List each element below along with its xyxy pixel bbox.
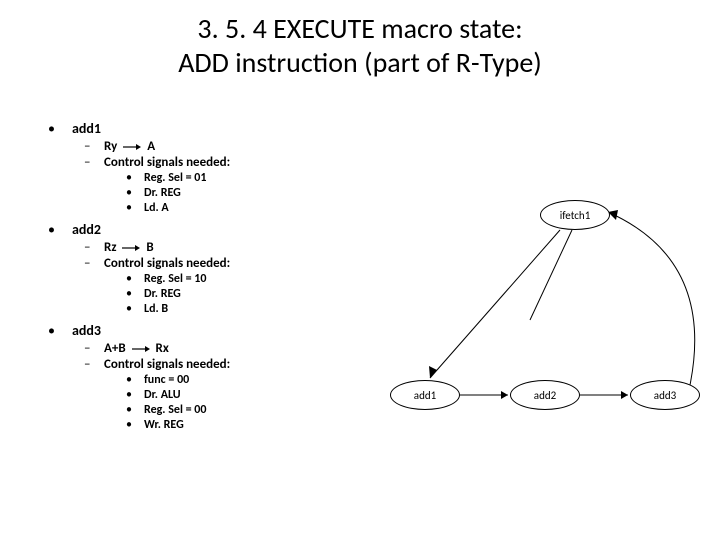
- node-add2: add2: [510, 380, 580, 410]
- add2-sig-1: •Dr. REG: [126, 287, 230, 301]
- dash-icon: –: [84, 341, 104, 356]
- dash-icon: –: [84, 357, 104, 372]
- add3-ctrl-label: Control signals needed:: [104, 357, 230, 372]
- add3-sig-0: •func = 00: [126, 373, 230, 387]
- add2-sig-0: •Reg. Sel = 10: [126, 272, 230, 286]
- add2-op-right: B: [146, 240, 153, 255]
- dot-icon: •: [126, 373, 144, 387]
- add3-sig-3: •Wr. REG: [126, 418, 230, 432]
- dot-icon: •: [126, 287, 144, 301]
- dot-icon: •: [126, 171, 144, 185]
- dash-icon: –: [84, 240, 104, 255]
- add2-name: add2: [72, 221, 101, 238]
- add2-heading: • add2: [48, 221, 230, 238]
- node-add1-label: add1: [414, 389, 436, 402]
- state-diagram: ifetch1 add1 add2 add3: [370, 180, 710, 460]
- title-line-1: 3. 5. 4 EXECUTE macro state:: [0, 12, 720, 46]
- add2-ctrl: – Control signals needed:: [84, 256, 230, 271]
- add3-ctrl: – Control signals needed:: [84, 357, 230, 372]
- page-title: 3. 5. 4 EXECUTE macro state: ADD instruc…: [0, 0, 720, 79]
- bullet-icon: •: [48, 120, 72, 137]
- diagram-edges: [370, 180, 710, 460]
- node-ifetch1: ifetch1: [540, 200, 610, 230]
- dot-icon: •: [126, 201, 144, 215]
- add3-op-left: A+B: [104, 341, 126, 356]
- add3-sig-1: •Dr. ALU: [126, 388, 230, 402]
- add3-op: – A+B Rx: [84, 341, 230, 356]
- node-add3: add3: [630, 380, 700, 410]
- dot-icon: •: [126, 186, 144, 200]
- add1-heading: • add1: [48, 120, 230, 137]
- add1-op-right: A: [147, 139, 155, 154]
- arrow-icon: [122, 243, 140, 253]
- add1-op: – Ry A: [84, 139, 230, 154]
- add1-ctrl: – Control signals needed:: [84, 155, 230, 170]
- add2-op-left: Rz: [104, 240, 117, 255]
- arrow-icon: [123, 142, 141, 152]
- add2-op: – Rz B: [84, 240, 230, 255]
- add3-heading: • add3: [48, 322, 230, 339]
- dot-icon: •: [126, 388, 144, 402]
- add1-sig-2: •Ld. A: [126, 201, 230, 215]
- add1-op-left: Ry: [104, 139, 117, 154]
- add3-op-right: Rx: [156, 341, 169, 356]
- add1-sig-1: •Dr. REG: [126, 186, 230, 200]
- dot-icon: •: [126, 302, 144, 316]
- dot-icon: •: [126, 272, 144, 286]
- dot-icon: •: [126, 403, 144, 417]
- bullet-icon: •: [48, 322, 72, 339]
- node-ifetch1-label: ifetch1: [560, 209, 591, 222]
- node-add1: add1: [390, 380, 460, 410]
- add1-name: add1: [72, 120, 101, 137]
- arrow-icon: [132, 344, 150, 354]
- outline-content: • add1 – Ry A – Control signals needed: …: [48, 120, 230, 433]
- node-add3-label: add3: [654, 389, 676, 402]
- add2-sig-2: •Ld. B: [126, 302, 230, 316]
- add2-ctrl-label: Control signals needed:: [104, 256, 230, 271]
- bullet-icon: •: [48, 221, 72, 238]
- add1-ctrl-label: Control signals needed:: [104, 155, 230, 170]
- dash-icon: –: [84, 256, 104, 271]
- dash-icon: –: [84, 155, 104, 170]
- add1-sig-0: •Reg. Sel = 01: [126, 171, 230, 185]
- title-line-2: ADD instruction (part of R-Type): [0, 46, 720, 80]
- dot-icon: •: [126, 418, 144, 432]
- add3-name: add3: [72, 322, 101, 339]
- dash-icon: –: [84, 139, 104, 154]
- node-add2-label: add2: [534, 389, 556, 402]
- add3-sig-2: •Reg. Sel = 00: [126, 403, 230, 417]
